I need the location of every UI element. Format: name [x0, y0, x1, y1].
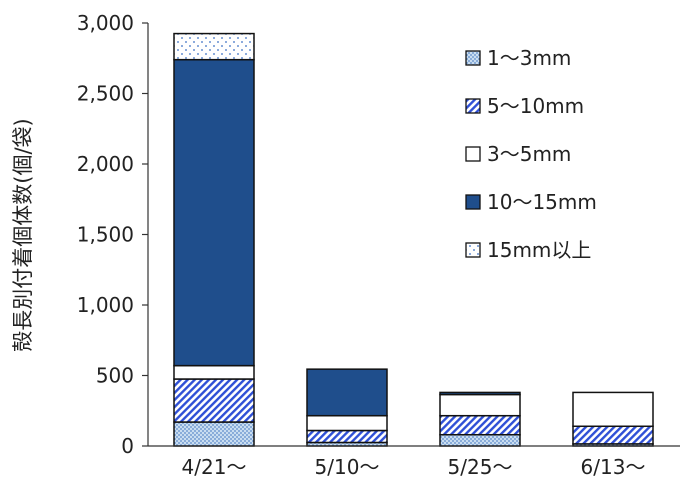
- y-tick-label: 2,000: [77, 152, 134, 176]
- x-tick-label: 5/10～: [315, 455, 380, 479]
- legend-label: 10～15mm: [487, 190, 597, 214]
- legend-swatch: [465, 50, 481, 66]
- legend-swatch: [465, 146, 481, 162]
- bar-segment: [572, 391, 654, 428]
- y-tick-label: 1,500: [77, 223, 134, 247]
- y-tick-label: 500: [96, 364, 134, 388]
- bars-group: [173, 32, 654, 447]
- bar-segment: [306, 368, 388, 417]
- x-tick-label: 4/21～: [182, 455, 247, 479]
- legend-label: 3～5mm: [487, 142, 571, 166]
- y-axis-label: 殻長別付着個体数(個/袋): [11, 118, 35, 351]
- legend-label: 1～3mm: [487, 46, 571, 70]
- legend-swatch: [465, 194, 481, 210]
- x-tick-label: 5/25～: [448, 455, 513, 479]
- bar-segment: [173, 58, 255, 367]
- bar-segment: [306, 429, 388, 444]
- bar-segment: [439, 393, 521, 417]
- bar-segment: [173, 378, 255, 423]
- bar-segment: [572, 425, 654, 445]
- legend: 1～3mm 5～10mm 3～5mm 10～15mm 15mm以上: [465, 46, 597, 262]
- legend-swatch: [465, 98, 481, 114]
- bar-segment: [439, 433, 521, 447]
- bar-segment: [173, 32, 255, 61]
- bar-segment: [439, 414, 521, 436]
- x-axis: 4/21～ 5/10～ 5/25～ 6/13～: [148, 445, 680, 479]
- y-tick-label: 3,000: [77, 11, 134, 35]
- x-tick-label: 6/13～: [581, 455, 646, 479]
- y-tick-label: 0: [121, 434, 134, 458]
- y-tick-label: 1,000: [77, 293, 134, 317]
- y-tick-label: 2,500: [77, 82, 134, 106]
- legend-label: 15mm以上: [487, 238, 591, 262]
- bar-segment: [173, 364, 255, 380]
- y-axis: 0 500 1,000 1,500 2,000 2,500 3,000: [77, 11, 149, 458]
- bar-segment: [306, 414, 388, 432]
- bar-segment: [439, 391, 521, 396]
- legend-label: 5～10mm: [487, 94, 584, 118]
- legend-swatch: [465, 242, 481, 258]
- bar-segment: [173, 421, 255, 447]
